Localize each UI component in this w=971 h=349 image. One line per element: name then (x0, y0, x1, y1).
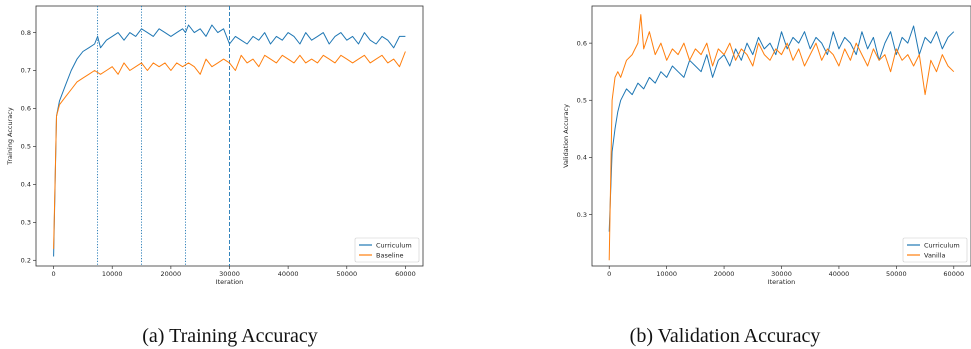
y-tick-label: 0.4 (21, 181, 31, 189)
y-tick-label: 0.7 (21, 67, 31, 75)
x-tick-label: 30000 (771, 270, 792, 278)
x-tick-label: 0 (607, 270, 611, 278)
series-line-vanilla (608, 14, 955, 261)
x-tick-label: 50000 (886, 270, 907, 278)
x-tick-label: 20000 (714, 270, 735, 278)
caption-b: (b) Validation Accuracy (630, 325, 821, 347)
y-tick-label: 0.8 (21, 29, 31, 37)
x-tick-label: 10000 (656, 270, 677, 278)
x-tick-label: 20000 (161, 270, 182, 278)
y-tick-label: 0.5 (577, 96, 587, 104)
y-tick-label: 0.6 (577, 39, 587, 47)
legend-box (902, 237, 968, 263)
legend-label: Curriculum (924, 241, 960, 249)
y-axis-label: Validation Accuracy (562, 104, 570, 168)
x-tick-label: 60000 (943, 270, 964, 278)
x-axis-label: Iteration (216, 278, 244, 286)
series-line-baseline (53, 51, 406, 249)
y-tick-label: 0.6 (21, 105, 31, 113)
x-tick-label: 40000 (829, 270, 850, 278)
plot-frame (591, 5, 971, 267)
legend-label: Vanilla (924, 251, 945, 259)
y-tick-label: 0.4 (577, 154, 587, 162)
series-line-curriculum (608, 25, 955, 232)
y-tick-label: 0.3 (21, 219, 31, 227)
x-tick-label: 60000 (395, 270, 416, 278)
series-line-curriculum (53, 24, 406, 257)
y-tick-label: 0.3 (577, 211, 587, 219)
legend-label: Baseline (376, 251, 404, 259)
x-tick-label: 50000 (336, 270, 357, 278)
validation-accuracy-chart: 0 10000 20000 30000 40000 50000 60000 0.3 0.4 0.5… (562, 5, 971, 286)
legend-box (354, 237, 420, 263)
y-axis-label: Training Accuracy (6, 107, 14, 166)
y-tick-label: 0.2 (21, 257, 31, 265)
x-tick-label: 0 (52, 270, 56, 278)
x-tick-label: 40000 (278, 270, 299, 278)
training-accuracy-chart: 0 10000 20000 30000 40000 50000 60000 0.2 0.3 0.4… (6, 5, 424, 286)
x-axis-label: Iteration (768, 278, 796, 286)
legend-label: Curriculum (376, 241, 412, 249)
y-tick-label: 0.5 (21, 143, 31, 151)
caption-a: (a) Training Accuracy (142, 325, 318, 347)
x-tick-label: 30000 (219, 270, 240, 278)
x-tick-label: 10000 (102, 270, 123, 278)
